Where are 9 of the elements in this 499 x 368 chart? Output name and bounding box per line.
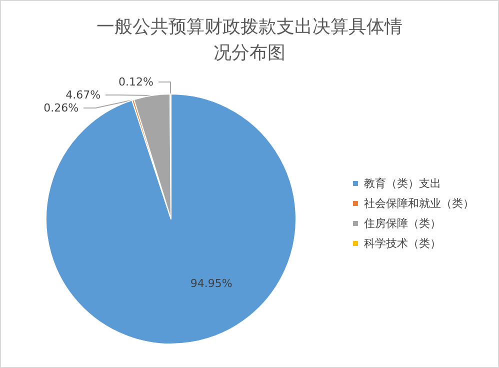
data-label: 4.67% (66, 88, 101, 102)
data-label: 94.95% (190, 277, 232, 290)
legend-label: 科学技术（类） (364, 237, 441, 250)
chart-title: 一般公共预算财政拨款支出决算具体情况分布图 (96, 16, 402, 64)
data-label: 0.26% (44, 102, 79, 114)
legend-label: 住房保障（类） (364, 217, 441, 230)
legend-label: 教育（类）支出 (364, 177, 441, 190)
data-label: 0.12% (118, 76, 154, 88)
legend-label: 社会保障和就业（类） (364, 197, 474, 210)
